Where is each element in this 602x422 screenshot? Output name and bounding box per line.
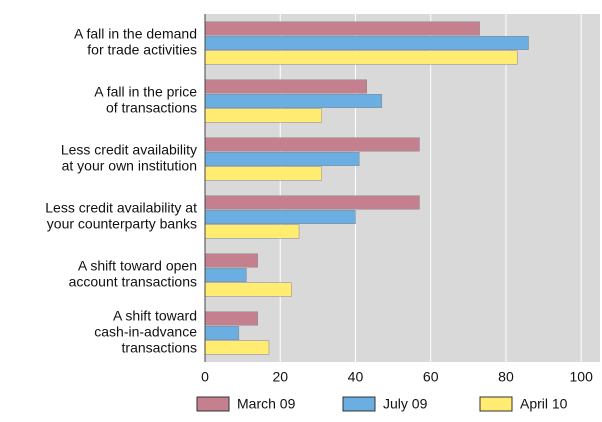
bar: [204, 108, 322, 123]
x-tick-label: 100: [570, 369, 594, 385]
bar: [204, 36, 529, 50]
bar: [204, 268, 247, 282]
legend-swatch: [196, 396, 230, 412]
y-tick-label: transactions: [122, 340, 197, 356]
legend-label: April 10: [520, 396, 568, 412]
bar: [204, 326, 240, 340]
bar: [204, 195, 420, 210]
y-tick-label: account transactions: [69, 274, 197, 290]
y-tick-label: A shift toward: [113, 308, 197, 324]
bar: [204, 311, 258, 326]
bar: [204, 210, 356, 224]
bar: [204, 152, 360, 166]
plot-area: [205, 14, 600, 362]
y-tick-label: your counterparty banks: [47, 216, 197, 232]
y-tick-label: A fall in the demand: [74, 26, 197, 42]
y-tick-label: at your own institution: [62, 158, 197, 174]
x-tick-label: 0: [201, 369, 209, 385]
bar: [204, 94, 383, 108]
y-tick-label: cash-in-advance: [94, 324, 197, 340]
y-tick-label: of transactions: [106, 100, 197, 116]
y-tick-label: for trade activities: [87, 42, 197, 58]
bar: [204, 79, 368, 94]
x-tick-label: 60: [423, 369, 439, 385]
bar: [204, 340, 270, 355]
bar: [204, 224, 300, 239]
bar: [204, 50, 518, 65]
bar: [204, 166, 322, 181]
x-tick-label: 80: [498, 369, 514, 385]
legend-swatch: [342, 396, 376, 412]
x-tick-label: 40: [348, 369, 364, 385]
bar: [204, 282, 292, 297]
legend-label: July 09: [383, 396, 428, 412]
y-tick-label: Less credit availability at: [45, 200, 197, 216]
y-tick-label: A fall in the price: [94, 84, 197, 100]
y-tick-label: Less credit availability: [61, 142, 197, 158]
legend-swatch: [479, 396, 513, 412]
bar: [204, 253, 258, 268]
legend-label: March 09: [237, 396, 296, 412]
bar: [204, 137, 420, 152]
y-tick-label: A shift toward open: [78, 258, 197, 274]
bar: [204, 21, 480, 36]
x-tick-label: 20: [272, 369, 288, 385]
